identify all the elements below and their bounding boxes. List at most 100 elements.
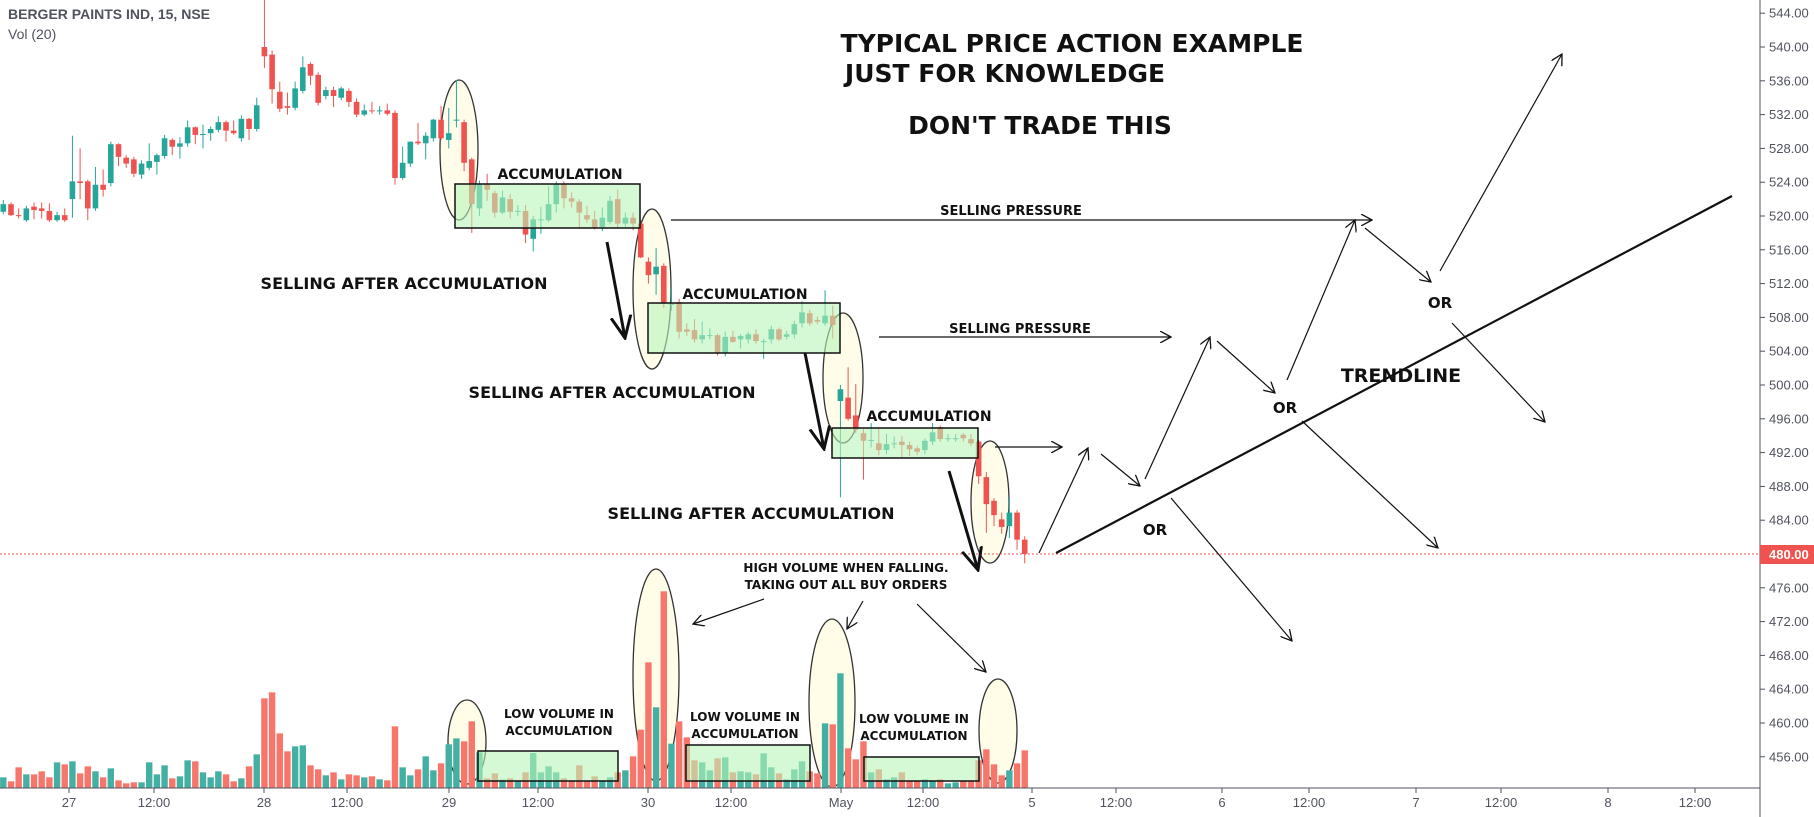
candle-body (845, 397, 851, 419)
or-label-1: OR (1143, 521, 1168, 539)
volume-bar (990, 764, 998, 788)
candle (323, 86, 329, 100)
volume-bar (599, 780, 606, 788)
volume-bar (1021, 750, 1028, 788)
price-tick-label: 520.00 (1769, 209, 1809, 224)
volume-bar (307, 765, 314, 788)
volume-bar (668, 743, 675, 788)
candle (276, 81, 283, 113)
selling-after-accumulation-1: SELLING AFTER ACCUMULATION (261, 274, 548, 293)
accumulation-label-1: ACCUMULATION (497, 167, 622, 183)
arrow-breakdown-2 (1301, 420, 1438, 548)
volume-bar (591, 776, 598, 788)
candle (54, 211, 60, 222)
candle-body (131, 159, 137, 174)
candle-body (269, 54, 275, 90)
price-tick-label: 464.00 (1769, 682, 1809, 697)
volume-bar (645, 662, 652, 788)
time-tick-label: 12:00 (138, 795, 171, 810)
candle-body (238, 118, 245, 139)
candle-body (223, 122, 229, 131)
volume-bar (169, 778, 176, 788)
volume-indicator-label[interactable]: Vol (20) (8, 26, 57, 42)
volume-bar (7, 781, 15, 788)
volume-bar (399, 767, 406, 788)
candle (407, 141, 414, 167)
volume-bar (499, 779, 506, 788)
candle (169, 138, 176, 156)
volume-bar (153, 774, 161, 788)
low-volume-box-3 (863, 756, 980, 782)
title-line-3: DON'T TRADE THIS (908, 111, 1172, 140)
volume-bar (184, 760, 191, 788)
accumulation-box-2 (647, 302, 841, 354)
candle-body (215, 122, 222, 130)
price-tick-label: 504.00 (1769, 344, 1809, 359)
candle-body (983, 477, 990, 505)
candle (453, 79, 460, 128)
volume-bar (376, 779, 383, 788)
price-tick-label: 516.00 (1769, 242, 1809, 257)
volume-bar (330, 772, 337, 788)
candle-body (177, 143, 183, 147)
candle-body (998, 519, 1005, 527)
candle-body (384, 110, 391, 114)
price-tick-label: 496.00 (1769, 411, 1809, 426)
candle (292, 81, 298, 111)
candle (461, 119, 467, 172)
time-tick-label: 12:00 (1100, 795, 1133, 810)
candle (184, 120, 191, 147)
candle (653, 248, 659, 295)
volume-bar (46, 777, 53, 788)
volume-bar (215, 771, 222, 788)
candle-body (1021, 539, 1028, 554)
candle (369, 101, 375, 114)
candle-body (115, 144, 122, 157)
candle-body (8, 204, 14, 216)
price-tick-label: 512.00 (1769, 276, 1809, 291)
candle (15, 208, 22, 219)
volume-bar (53, 762, 61, 788)
candle-body (1014, 512, 1020, 540)
volume-bar (61, 764, 68, 788)
volume-bar (345, 774, 353, 788)
trendline[interactable] (1055, 195, 1733, 554)
volume-bar (506, 778, 514, 788)
candle-body (975, 441, 982, 477)
candle-body (38, 208, 45, 211)
candle (161, 134, 168, 159)
volume-bar (583, 781, 591, 788)
candle-body (422, 135, 429, 144)
candle-body (230, 130, 237, 134)
candle (376, 106, 383, 115)
candle-body (323, 90, 329, 97)
candle (69, 135, 76, 218)
candle-body (461, 122, 467, 163)
volume-bar (944, 783, 952, 788)
candle-body (146, 161, 153, 168)
volume-bar (422, 756, 429, 788)
candle-body (361, 110, 368, 115)
volume-arrow-3 (916, 603, 986, 672)
candle-body (1006, 512, 1013, 527)
price-tick-label: 528.00 (1769, 141, 1809, 156)
candle-body (108, 144, 114, 184)
volume-bar (146, 762, 153, 788)
candle (269, 50, 275, 104)
volume-bar (952, 782, 959, 788)
time-axis[interactable]: 27 12:00 28 12:00 29 12:00 30 12:00 May 12:00 5 12:… (62, 788, 1712, 810)
symbol-title[interactable]: BERGER PAINTS IND, 15, NSE (8, 6, 211, 22)
price-axis[interactable]: 456.00 460.00 464.00 468.00 472.00 476.00 484.… (1760, 6, 1809, 765)
volume-bar (69, 761, 76, 788)
time-tick-label: 5 (1028, 795, 1035, 810)
candle-body (392, 112, 398, 178)
candle-body (637, 223, 644, 258)
price-tick-label: 544.00 (1769, 6, 1809, 21)
candle-body (438, 119, 444, 139)
arrow-up-3 (1286, 220, 1355, 381)
candle-body (292, 88, 298, 108)
volume-bar (453, 738, 460, 788)
selling-after-accumulation-2: SELLING AFTER ACCUMULATION (469, 383, 756, 402)
candle-body (453, 119, 460, 121)
